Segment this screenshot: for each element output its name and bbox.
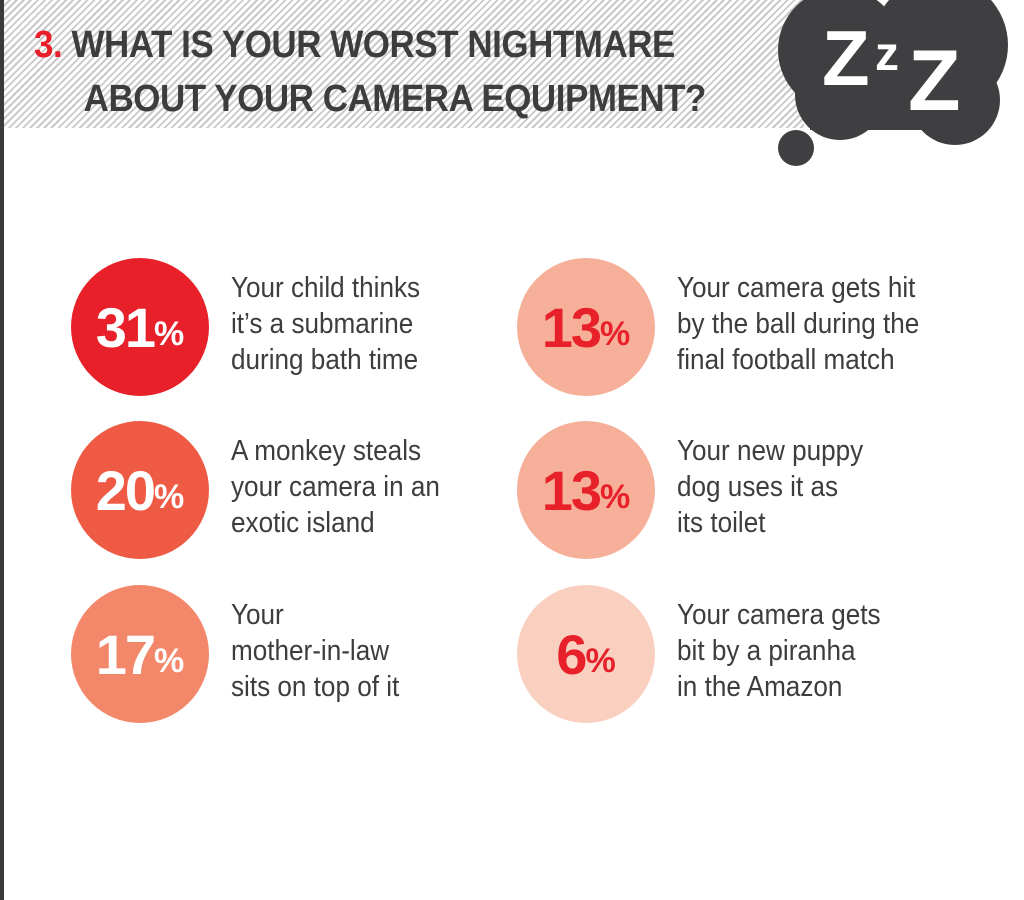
cloud-z-3: Z	[908, 33, 961, 129]
percent-sign: %	[600, 314, 631, 353]
page-title: 3. WHAT IS YOUR WORST NIGHTMARE ABOUT YOU…	[34, 18, 706, 126]
stat-item: 31% Your child thinks it’s a submarine du…	[71, 258, 511, 398]
percent-circle: 6%	[517, 585, 655, 723]
percent-value: 20	[95, 458, 156, 522]
cloud-z-2: z	[875, 28, 899, 81]
percent-circle: 17%	[71, 585, 209, 723]
stat-label: Your child thinks it’s a submarine durin…	[231, 272, 421, 376]
stat-label: Your mother-in-law sits on top of it	[231, 599, 400, 703]
percent-circle: 13%	[517, 421, 655, 559]
question-number: 3.	[34, 24, 63, 66]
stat-item: 20% A monkey steals your camera in an exo…	[71, 421, 511, 561]
percent-sign: %	[154, 477, 185, 516]
sleep-cloud-icon: Z z Z	[778, 0, 1008, 166]
percent-sign: %	[154, 641, 185, 680]
title-line-1: WHAT IS YOUR WORST NIGHTMARE	[71, 24, 675, 66]
percent-circle: 31%	[71, 258, 209, 396]
stat-label: Your camera gets bit by a piranha in the…	[677, 599, 881, 703]
cloud-z-1: Z	[822, 14, 870, 102]
percent-sign: %	[585, 641, 616, 680]
stat-label: Your camera gets hit by the ball during …	[677, 272, 920, 376]
percent-sign: %	[154, 314, 185, 353]
percent-value: 17	[95, 622, 156, 686]
left-border	[0, 0, 4, 900]
stat-item: 13% Your camera gets hit by the ball duri…	[517, 258, 957, 398]
stat-label: A monkey steals your camera in an exotic…	[231, 435, 440, 539]
percent-circle: 20%	[71, 421, 209, 559]
percent-value: 13	[541, 458, 602, 522]
stat-item: 6% Your camera gets bit by a piranha in t…	[517, 585, 957, 725]
stat-item: 13% Your new puppy dog uses it as its toi…	[517, 421, 957, 561]
header-stripes	[4, 0, 804, 128]
title-line-2: ABOUT YOUR CAMERA EQUIPMENT?	[83, 78, 707, 120]
percent-value: 6	[556, 622, 587, 686]
percent-value: 31	[95, 295, 156, 359]
percent-circle: 13%	[517, 258, 655, 396]
percent-value: 13	[541, 295, 602, 359]
stat-item: 17% Your mother-in-law sits on top of it	[71, 585, 511, 725]
percent-sign: %	[600, 477, 631, 516]
stat-label: Your new puppy dog uses it as its toilet	[677, 435, 864, 539]
